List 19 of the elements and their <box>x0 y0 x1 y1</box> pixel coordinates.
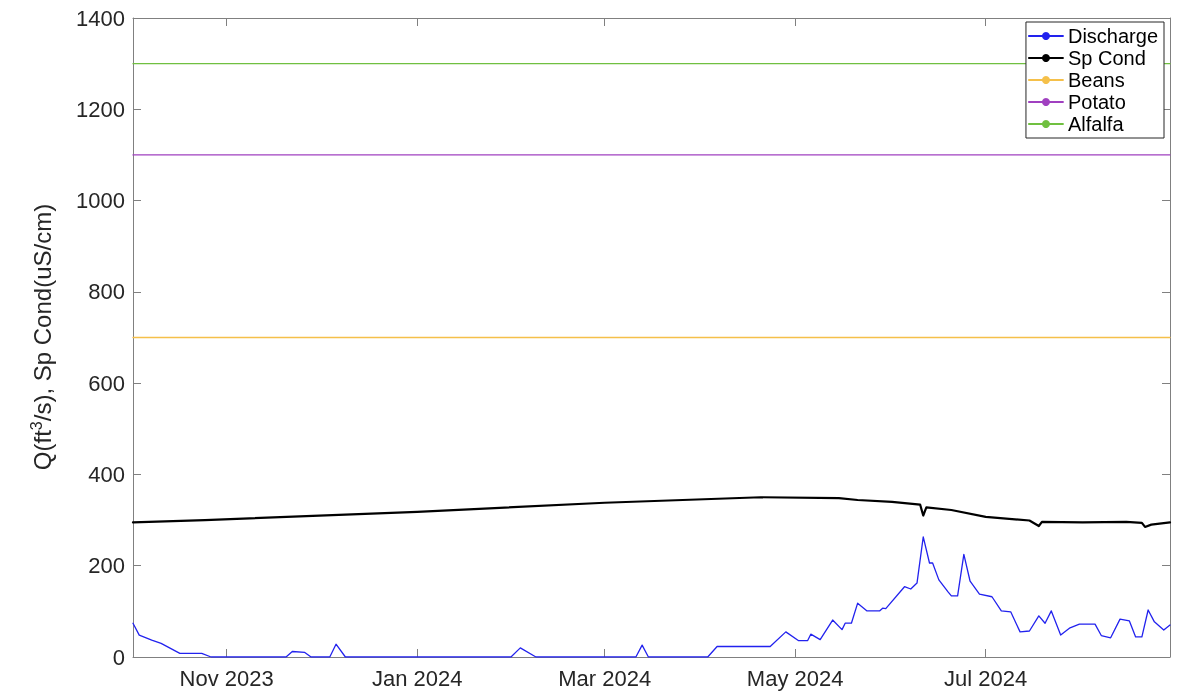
y-tick-label: 600 <box>88 370 125 396</box>
legend-label: Beans <box>1067 69 1125 91</box>
y-tick-label: 1400 <box>76 5 125 31</box>
x-tick-label: Mar 2024 <box>558 665 652 691</box>
legend-label: Potato <box>1067 91 1126 113</box>
y-tick-label: 800 <box>88 279 125 305</box>
line-series <box>131 496 1172 529</box>
y-tick-label: 1000 <box>76 188 125 214</box>
x-tick-label: May 2024 <box>746 665 844 691</box>
x-tick-label: Jul 2024 <box>944 665 1028 691</box>
x-tick-label: Nov 2023 <box>179 665 274 691</box>
y-tick-label: 400 <box>88 461 125 487</box>
legend-label: Alfalfa <box>1067 113 1125 135</box>
legend-label: Discharge <box>1067 25 1159 47</box>
legend-label: Sp Cond <box>1067 47 1146 69</box>
y-tick-label: 0 <box>112 644 125 670</box>
y-tick-label: 1200 <box>76 96 125 122</box>
y-tick-label: 200 <box>88 553 125 579</box>
x-tick-label: Jan 2024 <box>371 665 463 691</box>
